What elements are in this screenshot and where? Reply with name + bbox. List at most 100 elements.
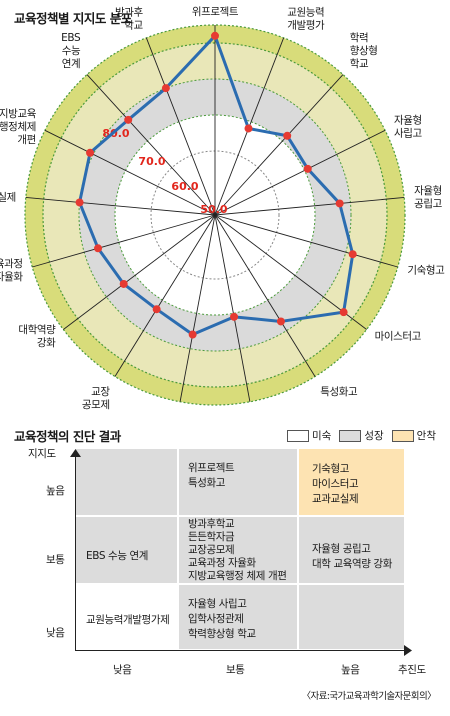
category-label-7: 특성화고 (320, 386, 358, 398)
x-level-mid: 보통 (226, 664, 245, 676)
spoke-9 (179, 214, 216, 402)
series-line (78, 34, 355, 337)
y-axis-arrow-icon (70, 449, 81, 457)
policy-subject-classroom: 교과교실제 (312, 493, 359, 505)
matrix-title: 교육정책의 진단 결과 (14, 429, 121, 444)
y-level-low: 낮음 (46, 627, 65, 639)
data-point-14 (86, 148, 95, 157)
data-point-1 (244, 124, 253, 133)
category-label-3: 자율형 사립고 (394, 114, 423, 139)
cell-low-mid: 자율형 사립고 입학사정관제 학력향상형 학교 (178, 584, 298, 649)
cell-high-low (76, 449, 178, 516)
category-label-5: 기숙형고 (407, 265, 445, 277)
policy-we-project: 위프로젝트 (188, 462, 235, 474)
data-point-8 (230, 312, 239, 321)
data-point-0 (211, 31, 219, 40)
spoke-16 (145, 37, 216, 216)
policy-boarding-high: 기숙형고 (312, 463, 350, 475)
cell-low-high (298, 584, 404, 649)
policy-specialized-high: 특성화고 (188, 477, 226, 489)
legend-item-settled: 안착 (391, 428, 436, 443)
y-axis-title: 지지도 (28, 448, 56, 460)
data-point-5 (348, 250, 357, 259)
data-point-4 (335, 199, 344, 208)
x-axis-line (75, 650, 405, 651)
data-point-11 (119, 279, 128, 288)
spoke-13 (25, 197, 216, 216)
cell-mid-mid: 방과후학교 든든학자금 교장공모제 교육과정 자율화 지방교육행정 체제 개편 (178, 516, 298, 584)
y-level-high: 높음 (46, 485, 65, 497)
data-point-6 (339, 308, 348, 317)
legend-swatch-settled (391, 429, 414, 442)
policy-meister-high: 마이스터고 (312, 478, 359, 490)
spoke-5 (214, 214, 398, 268)
data-point-13 (75, 198, 84, 207)
policy-principal-contest: 교장공모제 (188, 544, 235, 556)
radar-chart-title: 교육정책별 지지도 분포 (14, 11, 132, 26)
matrix-legend: 미숙 성장 안착 (287, 428, 436, 443)
category-label-1: 교원능력 개발평가 (287, 7, 325, 32)
policy-achievement-school: 학력향상형 학교 (188, 628, 256, 640)
spoke-15 (86, 74, 216, 216)
policy-admission-officer: 입학사정관제 (188, 613, 244, 625)
category-label-2: 학력 향상형 학교 (350, 32, 378, 70)
data-point-7 (276, 317, 285, 326)
legend-item-immature: 미숙 (287, 428, 331, 443)
x-axis-arrow-icon (404, 645, 412, 656)
data-point-15 (124, 115, 133, 124)
spoke-2 (214, 74, 344, 216)
category-label-14: 지방교육 행정체제 개편 (0, 108, 37, 146)
category-label-0: 위프로젝트 (192, 5, 239, 18)
ring-label-60: 60.0 (171, 180, 198, 193)
spoke-14 (44, 129, 216, 216)
source-note: 〈자료:국가교육과학기술자문회의〉 (301, 691, 437, 702)
policy-ebs: EBS 수능 연계 (86, 550, 149, 562)
data-point-12 (94, 244, 103, 253)
ring-label-70: 70.0 (138, 155, 165, 168)
x-axis-title: 추진도 (398, 664, 426, 676)
data-point-10 (152, 305, 161, 314)
data-point-3 (303, 164, 312, 173)
cell-mid-low: EBS 수능 연계 (76, 516, 178, 584)
category-label-6: 마이스터고 (375, 331, 422, 343)
legend-swatch-growth (339, 429, 362, 442)
legend-item-growth: 성장 (339, 428, 384, 443)
policy-after-school: 방과후학교 (188, 518, 235, 530)
category-label-16: 방과후 학교 (115, 7, 144, 32)
spoke-7 (214, 214, 316, 377)
category-label-4: 자율형 공립고 (414, 185, 443, 210)
cell-mid-high: 자율형 공립고 대학 교육역량 강화 (298, 516, 404, 584)
data-point-2 (283, 131, 292, 140)
legend-swatch-immature (287, 429, 310, 442)
legend-label-immature: 미숙 (312, 430, 332, 442)
policy-autonomous-private-high: 자율형 사립고 (188, 598, 247, 610)
x-level-high: 높음 (341, 664, 360, 676)
policy-teacher-evaluation: 교원능력개발평가제 (86, 614, 170, 626)
category-label-15: EBS 수능 연계 (61, 32, 81, 70)
data-point-16 (161, 84, 170, 93)
category-label-13: 교과교실제 (0, 192, 16, 204)
x-level-low: 낮음 (113, 664, 132, 676)
spoke-8 (214, 214, 251, 402)
policy-autonomous-public-high: 자율형 공립고 (312, 543, 371, 555)
spoke-4 (214, 197, 405, 216)
cell-low-low: 교원능력개발평가제 (76, 584, 178, 649)
spoke-10 (114, 214, 216, 377)
spoke-12 (32, 214, 216, 268)
category-label-11: 대학역량 강화 (18, 324, 56, 349)
policy-university-capacity: 대학 교육역량 강화 (312, 558, 392, 570)
policy-local-admin-reform: 지방교육행정 체제 개편 (188, 570, 287, 582)
spoke-3 (214, 129, 386, 216)
legend-label-growth: 성장 (364, 430, 384, 442)
ring-label-50: 50.0 (200, 203, 227, 216)
diagnosis-matrix: 위프로젝트 특성화고 기숙형고 마이스터고 교과교실제 EBS 수능 연계 방과… (76, 449, 404, 649)
policy-curriculum-autonomy: 교육과정 자율화 (188, 557, 256, 569)
cell-high-high: 기숙형고 마이스터고 교과교실제 (298, 449, 404, 516)
y-axis-line (75, 455, 76, 651)
data-point-9 (188, 330, 197, 339)
legend-label-settled: 안착 (416, 430, 436, 442)
category-label-10: 교장 공모제 (82, 386, 111, 410)
policy-student-loan: 든든학자금 (188, 531, 235, 543)
